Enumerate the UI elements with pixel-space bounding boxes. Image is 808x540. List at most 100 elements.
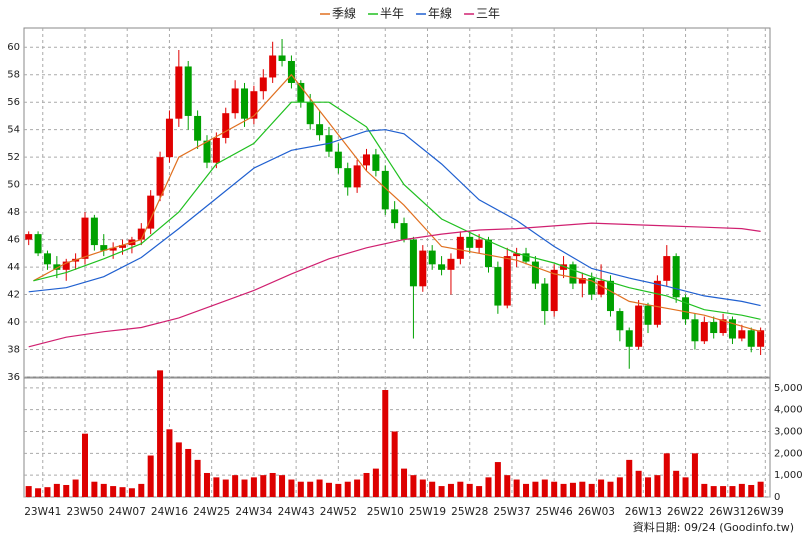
x-tick-label: 24W43 — [278, 506, 315, 518]
volume-bar — [372, 468, 379, 497]
candle-body — [588, 278, 596, 295]
candle-body — [212, 137, 220, 163]
candle-body — [484, 239, 492, 268]
ma-line — [33, 101, 761, 320]
volume-bar — [138, 483, 145, 497]
candle-body — [400, 223, 408, 240]
candle-body — [203, 140, 211, 163]
volume-bar — [232, 475, 239, 497]
volume-bar — [588, 483, 595, 497]
x-tick-label: 24W52 — [320, 506, 357, 518]
candle-body — [231, 88, 239, 114]
candle-body — [616, 311, 624, 331]
candle-body — [109, 247, 117, 251]
legend-label: 年線 — [428, 6, 452, 21]
volume-bar — [729, 486, 736, 497]
candle-body — [682, 297, 690, 320]
ma-line — [28, 222, 761, 348]
candle-body — [409, 239, 417, 287]
volume-bar — [738, 483, 745, 497]
volume-bar — [616, 477, 623, 497]
volume-bar — [297, 481, 304, 497]
candle-body — [625, 330, 633, 347]
volume-bar — [185, 448, 192, 497]
candle-body — [531, 261, 539, 284]
volume-bar — [598, 479, 605, 497]
volume-bar — [663, 453, 670, 497]
footer: 資料日期: 09/24 (Goodinfo.tw) — [633, 520, 794, 534]
candle-body — [700, 322, 708, 342]
candle-body — [738, 330, 746, 339]
candle-body — [250, 91, 258, 119]
volume-bar — [81, 433, 88, 497]
y-tick-label: 56 — [7, 97, 20, 108]
candle-body — [175, 66, 183, 119]
volume-bar — [213, 477, 220, 497]
volume-bar — [748, 484, 755, 497]
candle-body — [635, 305, 643, 347]
volume-bar — [476, 486, 483, 497]
volume-bar — [438, 486, 445, 497]
candle-body — [428, 250, 436, 265]
volume-bar — [410, 475, 417, 497]
y-tick-label: 40 — [7, 317, 20, 328]
volume-bar — [203, 472, 210, 497]
candle-body — [672, 256, 680, 298]
candle-body — [691, 319, 699, 342]
volume-bar — [391, 431, 398, 497]
volume-bar — [569, 482, 576, 497]
volume-bar — [710, 486, 717, 497]
y-tick-label: 50 — [7, 180, 20, 191]
candle-body — [456, 236, 464, 259]
volume-bar — [316, 479, 323, 497]
volume-bar — [541, 479, 548, 497]
volume-bar — [532, 481, 539, 497]
y-tick-label: 46 — [7, 235, 20, 246]
x-tick-label: 25W19 — [409, 506, 446, 518]
volume-bar — [194, 459, 201, 497]
volume-bar — [485, 477, 492, 497]
candle-body — [447, 258, 455, 270]
volume-bar — [222, 479, 229, 497]
candle-body — [81, 217, 89, 259]
volume-bar — [691, 453, 698, 497]
volume-bar — [335, 483, 342, 497]
x-tick-label: 25W10 — [367, 506, 404, 518]
candle-body — [119, 245, 127, 248]
volume-bar — [701, 483, 708, 497]
volume-bar — [250, 477, 257, 497]
volume-bar — [466, 483, 473, 497]
y-tick-label: 38 — [7, 345, 20, 356]
candle-body — [597, 280, 605, 295]
y-tick-label: 36 — [7, 372, 20, 383]
candle-body — [578, 278, 586, 284]
candle-body — [710, 322, 718, 334]
volume-bar — [325, 482, 332, 497]
volume-bar — [175, 442, 182, 497]
volume-bar — [635, 470, 642, 497]
legend-label: 三年 — [476, 7, 500, 21]
volume-bar — [447, 483, 454, 497]
volume-bar — [673, 470, 680, 497]
y-tick-label: 54 — [7, 125, 20, 136]
x-tick-label: 26W13 — [625, 506, 662, 518]
volume-bar — [157, 370, 164, 497]
candle-body — [719, 319, 727, 334]
ma-line — [28, 129, 761, 307]
volume-bar — [401, 468, 408, 497]
volume-bar — [720, 486, 727, 497]
legend-label: 半年 — [380, 7, 404, 21]
volume-bar — [757, 481, 764, 497]
candle-body — [287, 60, 295, 83]
volume-bar — [260, 475, 267, 497]
volume-bar — [513, 479, 520, 497]
volume-bar — [91, 481, 98, 497]
volume-bar — [63, 484, 70, 497]
y-tick-label: 42 — [7, 290, 20, 301]
candle-body — [297, 82, 305, 103]
volume-bar — [560, 483, 567, 497]
volume-bar — [269, 472, 276, 497]
candle-body — [391, 209, 399, 224]
y-tick-label: 60 — [7, 42, 20, 53]
